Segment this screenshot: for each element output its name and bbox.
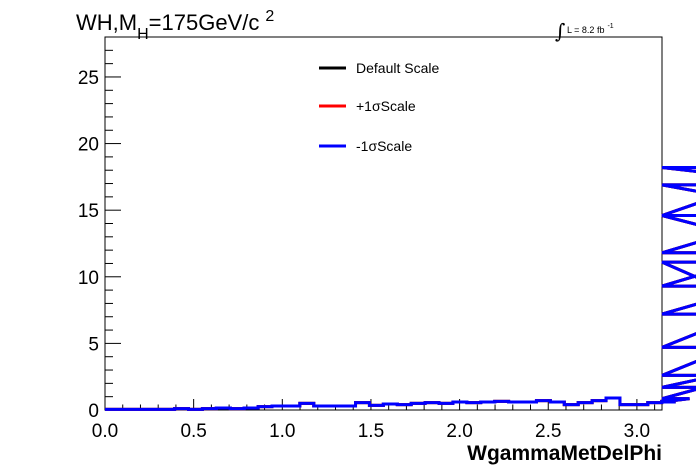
x-tick-label: 2.0	[446, 421, 472, 442]
legend: Default Scale +1σScale -1σScale	[319, 60, 439, 154]
x-tick-label: 0.5	[180, 421, 206, 442]
title-subscript: H	[137, 26, 149, 43]
luminosity-text: L = 8.2 fb	[567, 25, 604, 35]
title-main: WH,M	[76, 10, 137, 35]
luminosity-label: L = 8.2 fb -1	[567, 23, 614, 35]
y-tick-label: 15	[78, 201, 99, 222]
series-group	[105, 166, 696, 411]
x-axis-title: WgammaMetDelPhi	[467, 442, 662, 465]
y-tick-label: 0	[88, 401, 99, 422]
series-line-minus1sigma	[105, 166, 696, 411]
x-tick-label: 1.5	[358, 421, 384, 442]
y-tick-label: 5	[88, 334, 99, 355]
y-tick-label: 10	[78, 268, 99, 289]
x-tick-label: 3.0	[624, 421, 650, 442]
legend-label-plus1sigma: +1σScale	[356, 98, 416, 114]
y-tick-label: 25	[78, 68, 99, 89]
chart-title: WH,MH=175GeV/c 2	[76, 8, 274, 43]
title-mass: =175GeV/c	[149, 10, 260, 35]
x-tick-label: 2.5	[535, 421, 561, 442]
x-tick-label: 1.0	[269, 421, 295, 442]
title-superscript: 2	[265, 8, 274, 25]
axes: 0.0 0.5 1.0 1.5 2.0 2.5 3.0 0 5 10 15 20 25	[78, 49, 656, 442]
legend-label-default: Default Scale	[356, 60, 439, 76]
legend-label-minus1sigma: -1σScale	[356, 138, 412, 154]
luminosity-integral-symbol: ∫	[555, 19, 565, 43]
y-tick-label: 20	[78, 135, 99, 156]
x-tick-label: 0.0	[92, 421, 118, 442]
luminosity-superscript: -1	[607, 23, 613, 30]
